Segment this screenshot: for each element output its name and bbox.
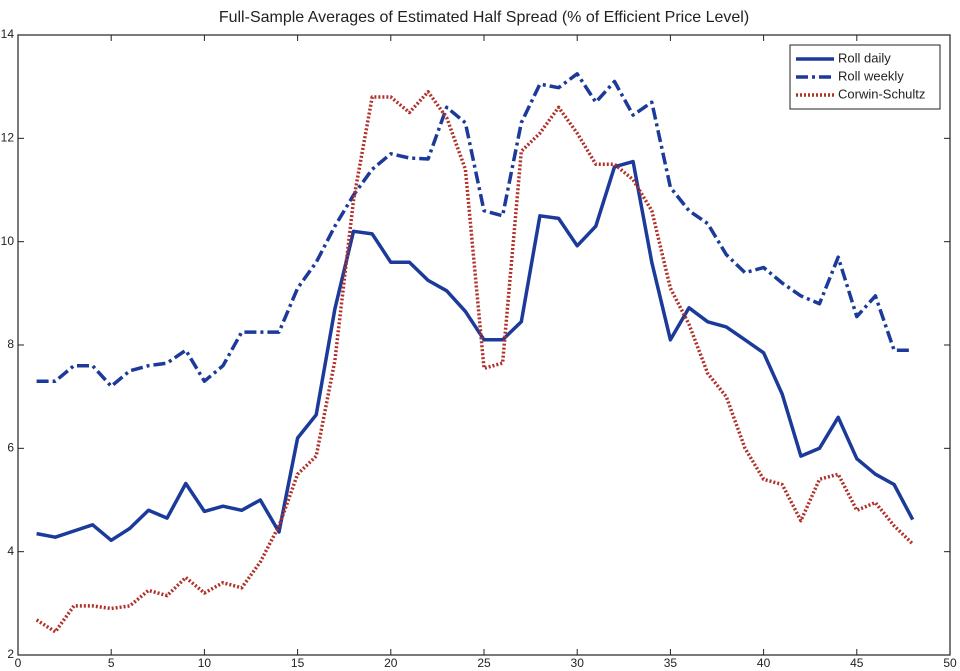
x-tick-label: 40 [757,656,771,670]
x-tick-label: 20 [384,656,398,670]
y-tick-label: 4 [7,544,14,558]
x-tick-label: 5 [108,656,115,670]
x-tick-label: 25 [477,656,491,670]
y-tick-label: 2 [7,647,14,661]
series-line [35,90,914,634]
series-line [36,72,913,389]
y-tick-label: 6 [7,441,14,455]
x-tick-label: 15 [291,656,305,670]
y-tick-label: 12 [1,131,15,145]
chart-title: Full-Sample Averages of Estimated Half S… [219,9,749,26]
x-tick-label: 45 [850,656,864,670]
y-tick-label: 10 [1,234,15,248]
x-tick-label: 10 [198,656,212,670]
x-tick-label: 50 [943,656,957,670]
legend-label: Corwin-Schultz [838,86,925,101]
legend-label: Roll daily [838,50,891,65]
y-tick-label: 8 [7,337,14,351]
y-tick-label: 14 [1,27,15,41]
x-tick-label: 0 [15,656,22,670]
x-tick-label: 30 [571,656,585,670]
series-line [36,159,915,543]
x-tick-label: 35 [664,656,678,670]
legend-label: Roll weekly [838,68,904,83]
plot-frame [17,34,951,656]
